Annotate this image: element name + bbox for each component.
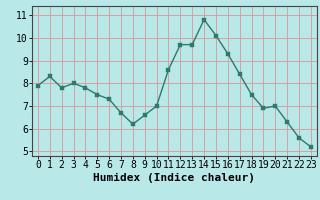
X-axis label: Humidex (Indice chaleur): Humidex (Indice chaleur) [93, 173, 255, 183]
